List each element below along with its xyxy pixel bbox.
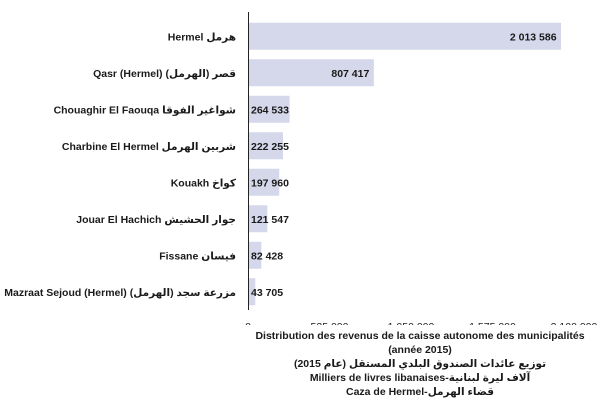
bar — [248, 132, 284, 160]
x-tick-label: 1 575 000 — [469, 321, 516, 325]
category-label: Charbine El Hermel شربين الهرمل — [62, 141, 236, 153]
bar — [248, 59, 374, 87]
category-label: Hermel هرمل — [168, 31, 236, 43]
chart-area: Hermel هرمل 2 013 586 Qasr (Hermel) قصر (ا… — [4, 12, 598, 333]
x-tick-label: 525 000 — [311, 321, 349, 325]
x-tick-label: 0 — [245, 321, 251, 325]
bar-chart: Hermel هرمل 2 013 586 Qasr (Hermel) قصر (ا… — [4, 12, 598, 333]
chart-caption: Distribution des revenus de la caisse au… — [250, 329, 590, 399]
bar — [248, 241, 262, 269]
data-label: 807 417 — [331, 68, 369, 80]
caption-title-fr: Distribution des revenus de la caisse au… — [255, 330, 585, 356]
x-tick-label: 2 100 000 — [551, 321, 598, 325]
category-label: Chouaghir El Faouqa شواغير الفوقا — [54, 104, 236, 116]
bar — [248, 205, 268, 233]
x-tick-label: 1 050 000 — [388, 321, 435, 325]
category-label: Kouakh كواخ — [171, 177, 237, 189]
category-label: Fissane فيسان — [159, 250, 236, 262]
data-label: 121 547 — [251, 214, 289, 226]
bar — [248, 95, 290, 123]
caption-region: Caza de Hermel-قضاء الهرمل — [345, 386, 495, 398]
bar — [248, 22, 562, 50]
data-label: 197 960 — [251, 177, 289, 189]
data-label: 43 705 — [251, 287, 283, 299]
data-label: 222 255 — [251, 141, 289, 153]
data-label: 82 428 — [251, 250, 283, 262]
category-label: Jouar El Hachich جوار الحشيش — [76, 214, 236, 226]
caption-units: Milliers de livres libanaises-آلاف ليرة … — [309, 372, 531, 384]
bar — [248, 278, 256, 306]
bar — [248, 168, 280, 196]
data-label: 264 533 — [251, 104, 289, 116]
category-label: Qasr (Hermel) قصر (الهرمل) — [93, 68, 236, 80]
category-label: Mazraat Sejoud (Hermel) مزرعة سجد (الهرم… — [4, 287, 236, 299]
data-label: 2 013 586 — [510, 31, 557, 43]
caption-title-ar: توزيع عائدات الصندوق البلدي المستقل (عام… — [293, 358, 547, 370]
